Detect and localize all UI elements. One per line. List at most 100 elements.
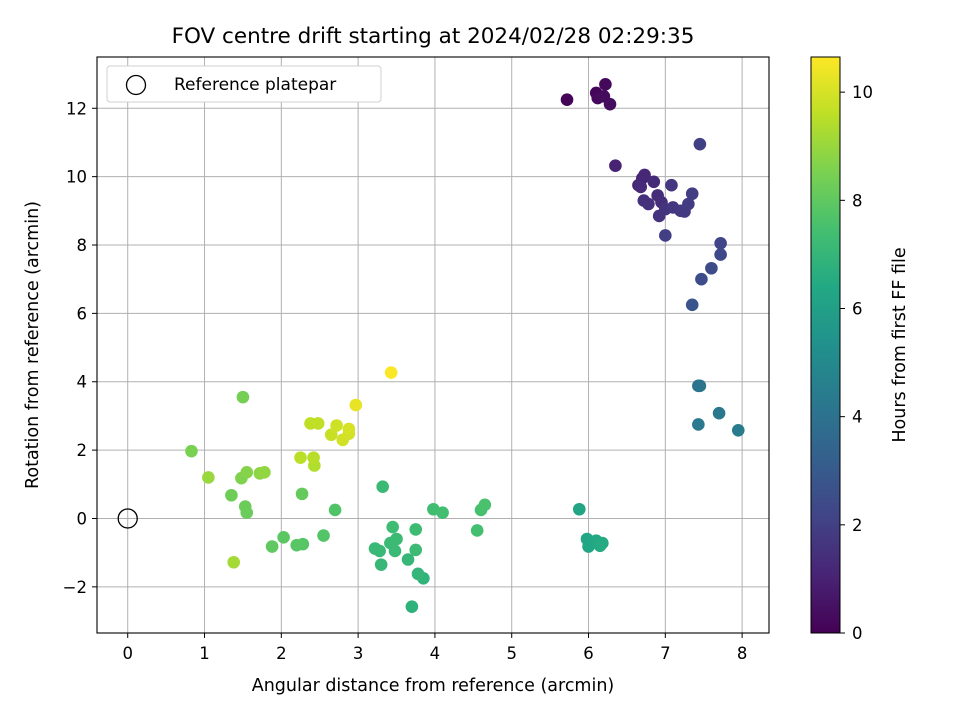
data-point bbox=[349, 398, 363, 412]
data-point bbox=[593, 539, 607, 553]
data-point bbox=[685, 298, 699, 312]
data-point bbox=[374, 558, 388, 571]
data-point bbox=[470, 524, 484, 537]
colorbar-tick-label: 0 bbox=[852, 624, 863, 643]
x-tick-label: 8 bbox=[737, 644, 748, 663]
data-point bbox=[603, 97, 617, 111]
data-point bbox=[693, 137, 707, 151]
data-point bbox=[682, 197, 695, 211]
chart-title: FOV centre drift starting at 2024/02/28 … bbox=[172, 24, 695, 49]
data-point bbox=[573, 502, 586, 516]
data-point bbox=[609, 159, 622, 173]
data-point bbox=[712, 406, 726, 420]
data-point bbox=[290, 538, 303, 552]
data-point bbox=[202, 471, 215, 484]
colorbar-tick-label: 8 bbox=[852, 191, 863, 210]
data-point bbox=[642, 197, 655, 211]
data-point bbox=[599, 78, 612, 91]
reference-point bbox=[117, 508, 138, 529]
y-tick-label: 4 bbox=[77, 373, 88, 392]
y-tick-label: 8 bbox=[77, 236, 88, 255]
data-point bbox=[685, 187, 699, 201]
x-axis-ticks: 0 1 2 3 4 5 6 7 8 bbox=[122, 633, 747, 663]
data-point bbox=[478, 498, 492, 512]
data-point bbox=[317, 529, 330, 542]
data-point bbox=[376, 480, 389, 493]
data-point bbox=[311, 417, 325, 430]
data-point bbox=[692, 418, 705, 431]
data-point bbox=[695, 272, 708, 286]
data-point bbox=[390, 532, 403, 546]
data-point bbox=[401, 553, 415, 566]
data-point bbox=[693, 379, 707, 393]
colorbar-ticks: 0 2 4 6 8 10 bbox=[840, 83, 873, 643]
x-tick-label: 3 bbox=[353, 644, 364, 663]
data-point bbox=[634, 180, 648, 194]
data-point bbox=[705, 261, 718, 275]
x-tick-label: 7 bbox=[660, 644, 671, 663]
data-point bbox=[436, 506, 449, 519]
colorbar-tick-label: 10 bbox=[852, 83, 873, 102]
x-tick-label: 5 bbox=[506, 644, 517, 663]
data-point bbox=[647, 175, 661, 189]
y-tick-label: 12 bbox=[66, 99, 87, 118]
data-point bbox=[714, 248, 727, 261]
data-point bbox=[384, 366, 398, 379]
colorbar-tick-label: 2 bbox=[852, 516, 863, 535]
data-point bbox=[240, 466, 254, 479]
grid-lines bbox=[97, 57, 769, 633]
data-point bbox=[386, 520, 399, 534]
x-tick-label: 6 bbox=[583, 644, 594, 663]
colorbar-label: Hours from first FF file bbox=[890, 247, 910, 442]
x-tick-label: 4 bbox=[430, 644, 441, 663]
data-point bbox=[307, 451, 320, 464]
x-axis-label: Angular distance from reference (arcmin) bbox=[252, 676, 615, 696]
y-tick-label: 2 bbox=[77, 441, 88, 460]
legend-label: Reference platepar bbox=[174, 75, 336, 95]
data-point bbox=[665, 178, 678, 192]
data-point bbox=[388, 544, 402, 558]
data-points bbox=[185, 78, 745, 613]
data-point bbox=[638, 168, 651, 182]
y-tick-label: −2 bbox=[63, 578, 87, 597]
data-point bbox=[409, 543, 423, 557]
data-point bbox=[560, 93, 574, 107]
data-point bbox=[342, 422, 356, 436]
colorbar-tick-label: 4 bbox=[852, 408, 863, 427]
data-point bbox=[236, 390, 250, 404]
data-point bbox=[258, 466, 271, 479]
colorbar bbox=[810, 56, 841, 634]
data-point bbox=[330, 419, 343, 432]
legend-box bbox=[106, 65, 382, 103]
data-point bbox=[411, 567, 425, 581]
y-tick-label: 10 bbox=[66, 168, 87, 187]
data-point bbox=[659, 229, 672, 242]
data-point bbox=[731, 423, 745, 437]
data-point bbox=[277, 530, 290, 544]
data-point bbox=[225, 488, 238, 502]
x-tick-label: 1 bbox=[199, 644, 210, 663]
data-point bbox=[265, 540, 279, 553]
legend: Reference platepar bbox=[106, 65, 382, 103]
y-tick-label: 0 bbox=[77, 509, 88, 528]
data-point bbox=[227, 555, 241, 569]
legend-marker bbox=[125, 74, 147, 96]
data-point bbox=[405, 600, 419, 613]
x-tick-label: 2 bbox=[276, 644, 287, 663]
colorbar-tick-label: 6 bbox=[852, 299, 863, 318]
data-point bbox=[185, 444, 198, 458]
data-point bbox=[409, 523, 423, 536]
data-point bbox=[714, 237, 727, 250]
data-point bbox=[328, 503, 342, 517]
data-point bbox=[238, 500, 252, 513]
data-point bbox=[324, 428, 338, 442]
y-axis-label: Rotation from reference (arcmin) bbox=[23, 201, 43, 489]
data-point bbox=[295, 487, 309, 501]
y-axis-ticks: −2 0 2 4 6 8 10 12 bbox=[63, 99, 97, 597]
data-point bbox=[294, 451, 307, 464]
data-point bbox=[368, 542, 382, 555]
plot-frame bbox=[96, 56, 770, 634]
y-tick-label: 6 bbox=[77, 304, 88, 323]
x-tick-label: 0 bbox=[122, 644, 133, 663]
